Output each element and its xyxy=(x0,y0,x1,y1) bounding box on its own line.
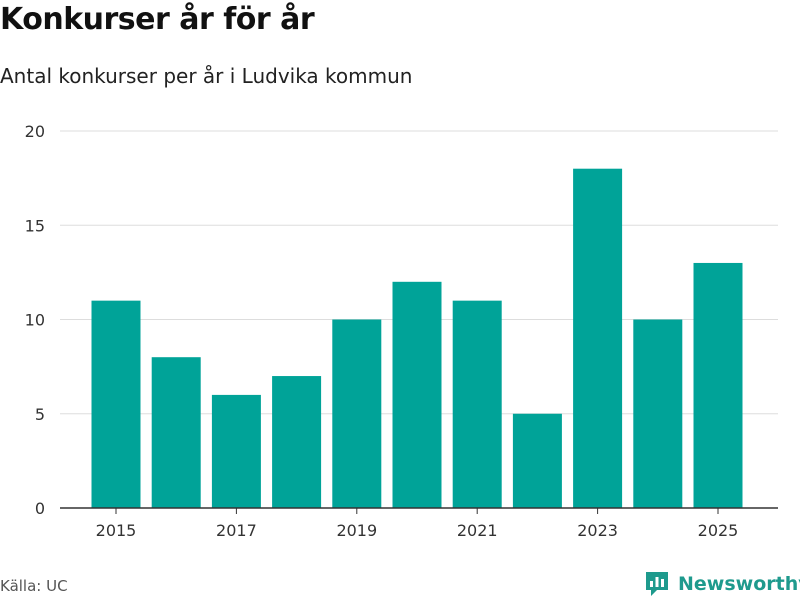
x-tick-label: 2015 xyxy=(96,521,137,540)
x-tick-label: 2021 xyxy=(457,521,498,540)
chart-subtitle: Antal konkurser per år i Ludvika kommun xyxy=(0,64,413,88)
bar-2018 xyxy=(272,376,322,508)
newsworthy-logo-icon xyxy=(646,572,668,596)
x-tick-label: 2025 xyxy=(698,521,739,540)
bar-2024 xyxy=(633,319,683,508)
bar-2019 xyxy=(332,319,382,508)
x-tick-label: 2019 xyxy=(336,521,377,540)
y-tick-label: 10 xyxy=(25,311,45,330)
chart-title: Konkurser år för år xyxy=(0,2,315,37)
bar-2021 xyxy=(452,300,502,508)
brand: Newsworthy xyxy=(644,570,800,598)
bar-2016 xyxy=(151,357,201,508)
x-tick-label: 2017 xyxy=(216,521,257,540)
bar-2022 xyxy=(512,413,562,508)
y-tick-label: 20 xyxy=(25,122,45,141)
bar-2025 xyxy=(693,262,743,508)
y-tick-label: 15 xyxy=(25,216,45,235)
y-tick-label: 5 xyxy=(35,405,45,424)
source-note: Källa: UC xyxy=(0,577,68,595)
y-tick-label: 0 xyxy=(35,499,45,518)
brand-name: Newsworthy xyxy=(678,573,800,595)
bar-2023 xyxy=(573,168,623,508)
x-tick-label: 2023 xyxy=(577,521,618,540)
bar-2015 xyxy=(91,300,141,508)
bar-2017 xyxy=(211,394,261,508)
bar-2020 xyxy=(392,281,442,508)
